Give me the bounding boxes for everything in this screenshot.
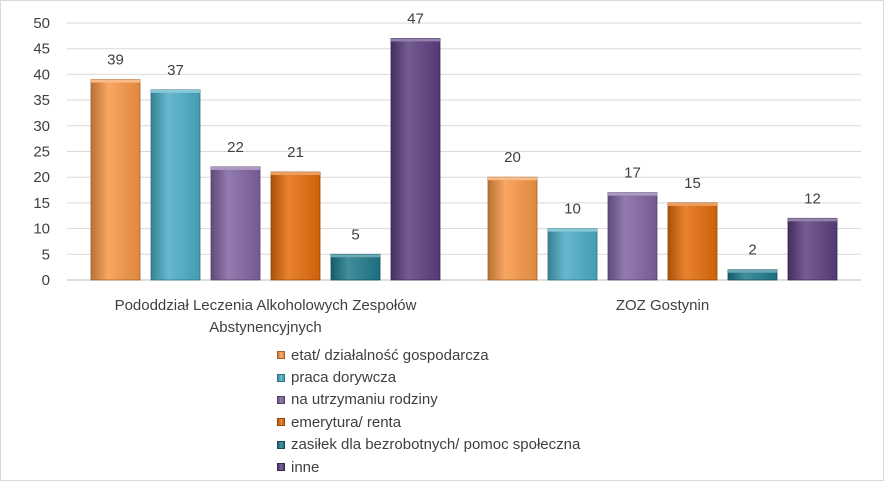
legend: etat/ działalność gospodarcza praca doryw… xyxy=(277,344,580,478)
x-tick-label: ZOZ Gostynin xyxy=(616,297,709,314)
legend-item: etat/ działalność gospodarcza xyxy=(277,344,580,366)
data-label: 12 xyxy=(804,190,821,207)
legend-swatch xyxy=(277,395,285,404)
y-tick-label: 10 xyxy=(33,221,50,238)
legend-swatch xyxy=(277,351,285,360)
bars xyxy=(90,38,838,281)
x-tick-label: Pododdział Leczenia Alkoholowych Zespołó… xyxy=(115,297,417,314)
data-label: 17 xyxy=(624,165,641,182)
bar-top-highlight xyxy=(151,89,200,93)
y-tick-label: 5 xyxy=(42,246,50,263)
bar-top-highlight xyxy=(668,202,717,206)
bar xyxy=(390,38,441,281)
legend-swatch xyxy=(277,463,285,472)
data-label: 5 xyxy=(351,226,359,243)
legend-label: etat/ działalność gospodarcza xyxy=(291,346,489,364)
y-tick-label: 25 xyxy=(33,144,50,161)
y-tick-label: 0 xyxy=(42,272,50,289)
x-tick-label: Abstynencyjnych xyxy=(209,319,322,336)
y-tick-label: 50 xyxy=(33,15,50,32)
y-tick-label: 35 xyxy=(33,92,50,109)
data-label: 37 xyxy=(167,62,184,79)
bar-top-highlight xyxy=(391,38,440,42)
bar-top-highlight xyxy=(608,192,657,196)
bar-top-highlight xyxy=(548,228,597,232)
legend-label: praca dorywcza xyxy=(291,369,397,387)
legend-swatch xyxy=(277,418,285,427)
y-tick-label: 15 xyxy=(33,195,50,212)
y-tick-label: 30 xyxy=(33,118,50,135)
data-label: 21 xyxy=(287,144,304,161)
bar-top-highlight xyxy=(331,254,380,258)
bar-top-highlight xyxy=(91,79,140,83)
data-label: 10 xyxy=(564,201,581,218)
data-label: 22 xyxy=(227,139,244,156)
data-label: 47 xyxy=(407,10,424,27)
legend-item: praca dorywcza xyxy=(277,366,580,388)
data-label: 2 xyxy=(748,242,756,259)
y-tick-label: 40 xyxy=(33,66,50,83)
bar xyxy=(787,217,838,281)
bar xyxy=(150,89,201,281)
legend-item: na utrzymaniu rodziny xyxy=(277,389,580,411)
legend-item: zasiłek dla bezrobotnych/ pomoc społeczn… xyxy=(277,434,580,456)
data-label: 39 xyxy=(107,52,124,69)
bar xyxy=(667,202,718,281)
bar xyxy=(547,228,598,281)
bar xyxy=(270,171,321,281)
legend-swatch xyxy=(277,373,285,382)
bar xyxy=(487,176,538,281)
x-axis: Pododdział Leczenia Alkoholowych Zespołó… xyxy=(115,297,710,336)
legend-label: emerytura/ renta xyxy=(291,413,402,431)
data-label: 20 xyxy=(504,149,521,166)
bar xyxy=(210,166,261,281)
legend-item: emerytura/ renta xyxy=(277,411,580,433)
y-tick-label: 45 xyxy=(33,41,50,58)
legend-label: inne xyxy=(291,458,320,476)
legend-label: zasiłek dla bezrobotnych/ pomoc społeczn… xyxy=(291,436,581,454)
bar xyxy=(90,79,141,281)
y-tick-label: 20 xyxy=(33,169,50,186)
bar-top-highlight xyxy=(488,177,537,181)
legend-item: inne xyxy=(277,456,580,478)
bar-top-highlight xyxy=(271,172,320,176)
data-labels: 39 37 22 21 5 47 20 10 17 15 2 12 xyxy=(107,10,821,258)
bar xyxy=(330,253,381,281)
bar xyxy=(607,192,658,281)
legend-swatch xyxy=(277,440,285,449)
bar-top-highlight xyxy=(211,166,260,170)
bar-top-highlight xyxy=(788,218,837,222)
legend-label: na utrzymaniu rodziny xyxy=(291,391,438,409)
bar-top-highlight xyxy=(728,269,777,273)
data-label: 15 xyxy=(684,175,701,192)
y-axis: 0 5 10 15 20 25 30 35 40 45 50 xyxy=(33,15,50,289)
